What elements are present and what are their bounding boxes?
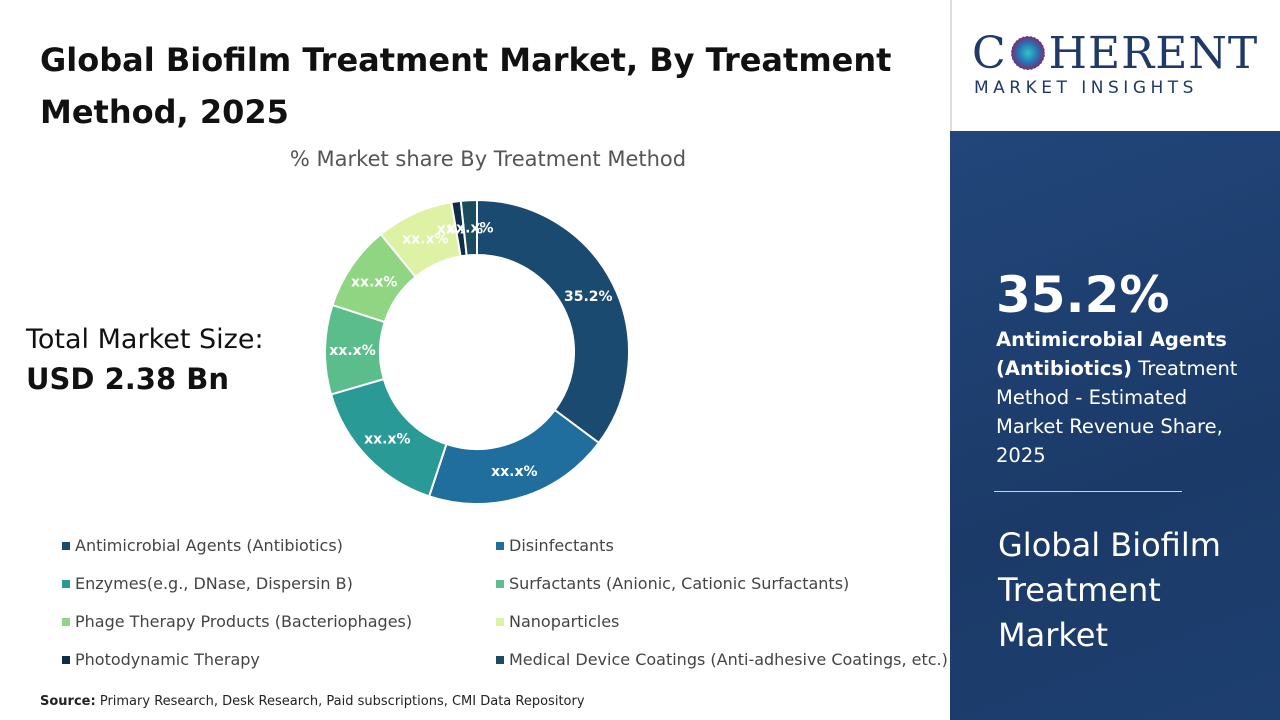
legend-label: Enzymes(e.g., DNase, Dispersin B) xyxy=(75,574,353,593)
source: Source: Primary Research, Desk Research,… xyxy=(40,694,585,709)
donut-slice xyxy=(476,198,630,445)
market-size-value: USD 2.38 Bn xyxy=(26,362,229,396)
logo: C HERENT MARKET INSIGHTS xyxy=(950,0,1280,131)
logo-globe xyxy=(1010,35,1046,71)
market-size-label: Total Market Size: xyxy=(26,324,264,355)
value-label: xx.x% xyxy=(364,431,410,447)
desc-rest: Treatment Method - Estimated Market Reve… xyxy=(996,357,1238,467)
legend-swatch xyxy=(496,580,504,588)
legend-label: Disinfectants xyxy=(509,536,614,555)
legend-swatch xyxy=(62,656,70,664)
legend-label: Photodynamic Therapy xyxy=(75,650,260,669)
chart: % Market share By Treatment Method 35.2% x… xyxy=(62,147,948,669)
stat: 35.2% xyxy=(996,266,1170,324)
logo-end: HERENT xyxy=(1048,28,1259,79)
logo-tagline: MARKET INSIGHTS xyxy=(974,78,1198,98)
legend-swatch xyxy=(62,542,70,550)
value-label: xx.x% xyxy=(402,232,448,248)
legend-swatch xyxy=(496,656,504,664)
legend-swatch xyxy=(496,618,504,626)
legend-label: Antimicrobial Agents (Antibiotics) xyxy=(75,536,343,555)
separator xyxy=(994,491,1182,492)
donut-slice xyxy=(427,408,601,505)
logo-name: C HERENT xyxy=(972,28,1258,79)
legend-label: Medical Device Coatings (Anti-adhesive C… xyxy=(509,650,948,669)
market-name: Global Biofilm Treatment Market xyxy=(998,526,1221,654)
legend-label: Phage Therapy Products (Bacteriophages) xyxy=(75,612,412,631)
value-label: xx.x% xyxy=(351,275,397,291)
desc-bold: Antimicrobial Agents (Antibiotics) xyxy=(996,328,1227,380)
chart-subtitle: % Market share By Treatment Method xyxy=(290,147,686,171)
source-text: Primary Research, Desk Research, Paid su… xyxy=(99,694,585,709)
title: Global Biofilm Treatment Market, By Trea… xyxy=(40,41,892,131)
legend-swatch xyxy=(62,580,70,588)
legend-label: Nanoparticles xyxy=(509,612,619,631)
legend-swatch xyxy=(62,618,70,626)
stat-description: Antimicrobial Agents (Antibiotics) Treat… xyxy=(996,325,1246,470)
legend-label: Surfactants (Anionic, Cationic Surfactan… xyxy=(509,574,849,593)
value-label: xx.x% xyxy=(491,464,537,480)
logo-start: C xyxy=(972,28,1007,79)
value-label: 35.2% xyxy=(564,289,613,305)
value-label: xx.x% xyxy=(329,343,375,359)
side-panel: 35.2% Antimicrobial Agents (Antibiotics)… xyxy=(950,131,1280,720)
source-label: Source: xyxy=(40,694,96,709)
value-label: xx.x% xyxy=(447,221,493,237)
donut-slice xyxy=(459,198,478,257)
legend-swatch xyxy=(496,542,504,550)
